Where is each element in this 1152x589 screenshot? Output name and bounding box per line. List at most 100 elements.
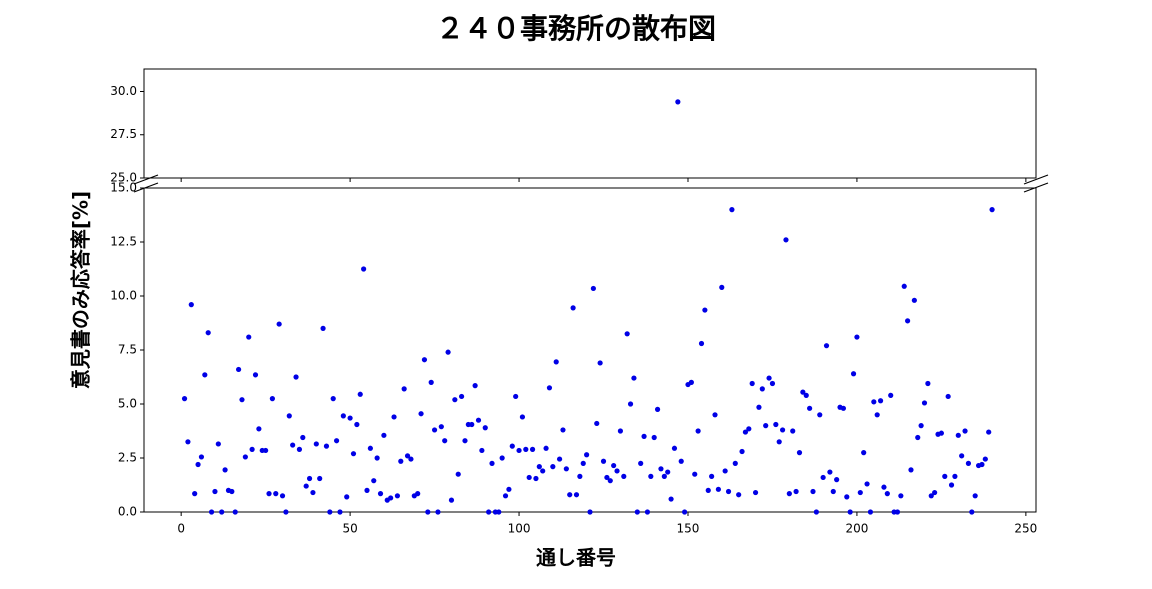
point — [371, 478, 377, 484]
point — [398, 458, 404, 464]
point — [854, 334, 860, 340]
point — [678, 458, 684, 464]
point — [310, 489, 316, 496]
point — [969, 509, 975, 515]
point — [644, 509, 651, 515]
point — [377, 491, 384, 497]
point — [756, 404, 762, 410]
lower-panel — [143, 187, 1037, 513]
point — [340, 413, 346, 419]
point — [269, 396, 275, 402]
point — [749, 380, 755, 387]
point — [658, 466, 664, 472]
point — [850, 371, 857, 377]
point — [479, 447, 485, 454]
y-tick-label: 7.5 — [118, 343, 137, 357]
point — [776, 439, 782, 445]
point — [246, 334, 252, 340]
point — [688, 379, 694, 385]
point — [945, 393, 951, 400]
y-tick-label: 30.0 — [110, 84, 137, 98]
y-tick-label: 15.0 — [110, 181, 137, 195]
point — [306, 475, 313, 482]
point — [198, 454, 205, 460]
point — [236, 366, 242, 373]
point — [921, 400, 928, 406]
point — [881, 484, 887, 490]
point — [763, 423, 769, 429]
point — [918, 423, 924, 429]
point — [972, 493, 978, 499]
point — [296, 446, 303, 452]
point — [536, 464, 542, 470]
point — [732, 460, 738, 466]
point — [337, 509, 343, 515]
point — [499, 455, 505, 461]
point — [648, 473, 654, 479]
point — [486, 509, 492, 515]
point — [394, 493, 401, 499]
point — [570, 305, 576, 311]
point — [675, 99, 681, 105]
point — [894, 509, 901, 515]
point — [800, 389, 806, 395]
point — [783, 237, 789, 243]
point — [286, 413, 292, 419]
x-tick-label: 50 — [342, 522, 357, 536]
y-tick-label: 27.5 — [110, 127, 137, 141]
point — [979, 461, 985, 468]
point — [205, 330, 211, 336]
point — [347, 415, 353, 421]
point — [577, 473, 583, 479]
point — [543, 445, 549, 451]
point — [877, 398, 884, 404]
point — [607, 478, 613, 484]
point — [327, 509, 333, 515]
point — [333, 438, 340, 444]
point — [810, 488, 816, 495]
point — [773, 421, 779, 428]
point — [391, 414, 397, 420]
point — [188, 302, 194, 308]
point — [425, 509, 431, 515]
point — [834, 477, 840, 483]
point — [344, 494, 350, 500]
point — [374, 455, 380, 461]
point — [381, 432, 387, 438]
point — [908, 467, 914, 473]
point — [435, 509, 441, 515]
point — [634, 509, 640, 515]
point — [263, 447, 269, 454]
point — [641, 433, 647, 439]
point — [932, 489, 938, 496]
point — [817, 412, 823, 418]
point — [242, 454, 248, 460]
point — [864, 481, 870, 487]
point — [611, 462, 617, 469]
upper-panel — [143, 68, 1037, 179]
point — [459, 393, 465, 400]
point — [584, 452, 590, 458]
x-tick-label: 200 — [845, 522, 868, 536]
point — [469, 421, 475, 428]
point — [185, 439, 191, 445]
point — [567, 492, 573, 498]
point — [475, 417, 482, 423]
axis-break — [133, 174, 1049, 193]
point — [442, 438, 448, 444]
y-tick-label: 10.0 — [110, 289, 137, 303]
point — [901, 283, 907, 289]
point — [668, 496, 674, 502]
point — [553, 359, 559, 365]
point — [445, 349, 451, 355]
point — [840, 405, 847, 411]
point — [786, 491, 792, 497]
point — [594, 420, 600, 427]
point — [857, 489, 863, 496]
point — [627, 401, 634, 407]
point — [276, 321, 282, 327]
point — [455, 471, 461, 477]
point — [506, 486, 512, 492]
point — [208, 509, 215, 515]
point — [965, 460, 972, 466]
